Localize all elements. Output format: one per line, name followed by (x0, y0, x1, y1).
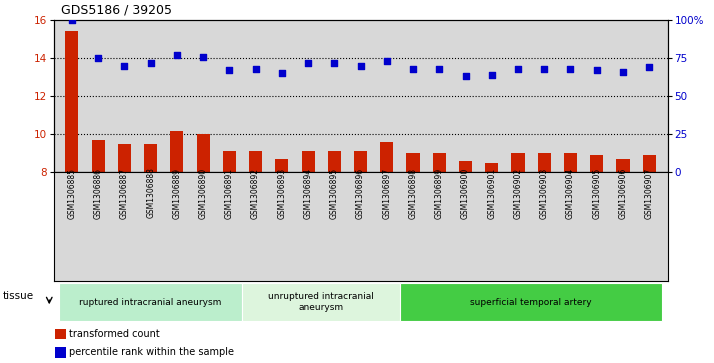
Point (250, 66, 261, 72)
Bar (91, 140, 105, 325)
Point (197, 54, 208, 60)
Point (355, 63, 366, 69)
Point (92, 55, 104, 61)
Bar (538, 153, 550, 325)
Bar (223, 151, 236, 325)
Bar (144, 144, 157, 325)
Bar (301, 151, 315, 325)
Point (486, 72, 498, 78)
Bar (171, 131, 183, 325)
Bar (328, 151, 341, 325)
Bar (59, 284, 243, 321)
Bar (616, 159, 630, 325)
Point (119, 63, 130, 69)
Point (171, 52, 183, 58)
Bar (406, 153, 420, 325)
Point (408, 66, 419, 72)
Point (643, 64, 655, 70)
Bar (249, 151, 262, 325)
Text: percentile rank within the sample: percentile rank within the sample (69, 347, 234, 357)
Point (328, 60, 340, 66)
Bar (55, 347, 66, 358)
Bar (55, 329, 66, 339)
Bar (643, 155, 655, 325)
Bar (243, 284, 400, 321)
Point (565, 66, 576, 72)
Point (433, 66, 445, 72)
Bar (354, 151, 367, 325)
Bar (66, 31, 79, 325)
Bar (196, 134, 210, 325)
Point (276, 70, 288, 76)
Point (145, 60, 156, 66)
Text: GDS5186 / 39205: GDS5186 / 39205 (61, 3, 171, 16)
Bar (433, 153, 446, 325)
Bar (400, 284, 663, 321)
Point (618, 69, 629, 75)
Bar (381, 142, 393, 325)
Bar (459, 161, 472, 325)
Bar (118, 144, 131, 325)
Point (223, 68, 235, 73)
Point (381, 58, 393, 64)
Bar (511, 153, 525, 325)
Point (460, 73, 471, 79)
Bar (486, 163, 498, 325)
Text: tissue: tissue (3, 291, 34, 301)
Point (302, 60, 313, 66)
Text: ruptured intracranial aneurysm: ruptured intracranial aneurysm (79, 298, 222, 307)
Point (513, 66, 524, 72)
Point (591, 68, 603, 73)
Bar (276, 159, 288, 325)
Text: transformed count: transformed count (69, 329, 160, 339)
Bar (590, 155, 603, 325)
Text: unruptured intracranial
aneurysm: unruptured intracranial aneurysm (268, 293, 374, 312)
Text: superficial temporal artery: superficial temporal artery (471, 298, 592, 307)
Point (538, 66, 550, 72)
Point (66, 17, 78, 23)
Bar (564, 153, 577, 325)
